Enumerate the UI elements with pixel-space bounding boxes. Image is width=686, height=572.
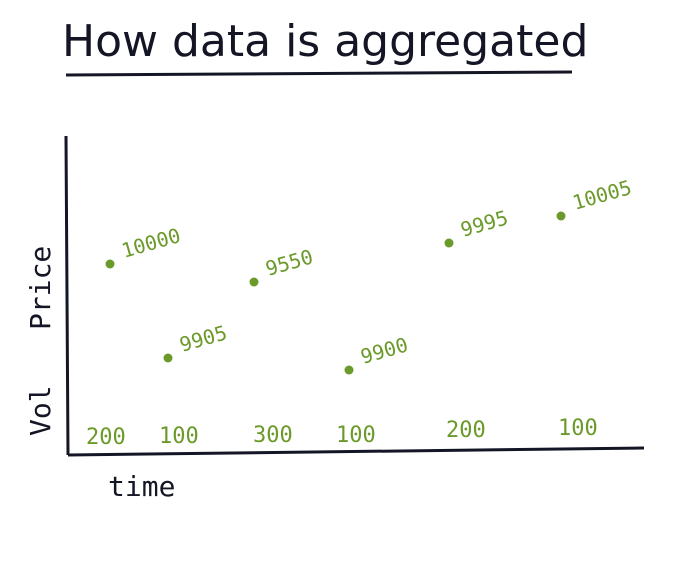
price-label-3: 9550: [263, 244, 316, 280]
price-point-1: [105, 259, 115, 269]
price-point-5: [444, 238, 454, 248]
price-point-2: [163, 353, 173, 363]
chart-title: How data is aggregated: [62, 16, 588, 67]
data-marks: 10000 200 9905 100 9550 300 9900 100 9995 200 1000…: [86, 175, 634, 450]
y-axis-label-price: Price: [24, 246, 57, 330]
title-underline: [65, 70, 573, 77]
y-axis-label-vol: Vol: [24, 385, 57, 436]
price-label-5: 9995: [458, 205, 511, 241]
volume-label-5: 200: [446, 418, 486, 443]
y-axis-line: [64, 135, 70, 456]
price-label-6: 10005: [570, 175, 635, 215]
price-label-1: 10000: [119, 223, 184, 263]
volume-label-3: 300: [253, 423, 293, 448]
x-axis-label: time: [108, 470, 175, 503]
price-point-6: [556, 211, 566, 221]
price-point-3: [249, 277, 259, 287]
price-label-4: 9900: [358, 332, 411, 368]
price-label-2: 9905: [177, 320, 230, 356]
volume-label-1: 200: [86, 425, 126, 450]
volume-label-4: 100: [336, 423, 376, 448]
x-axis-line: [67, 446, 645, 457]
volume-label-2: 100: [159, 424, 199, 449]
price-point-4: [344, 365, 354, 375]
volume-label-6: 100: [558, 416, 598, 441]
